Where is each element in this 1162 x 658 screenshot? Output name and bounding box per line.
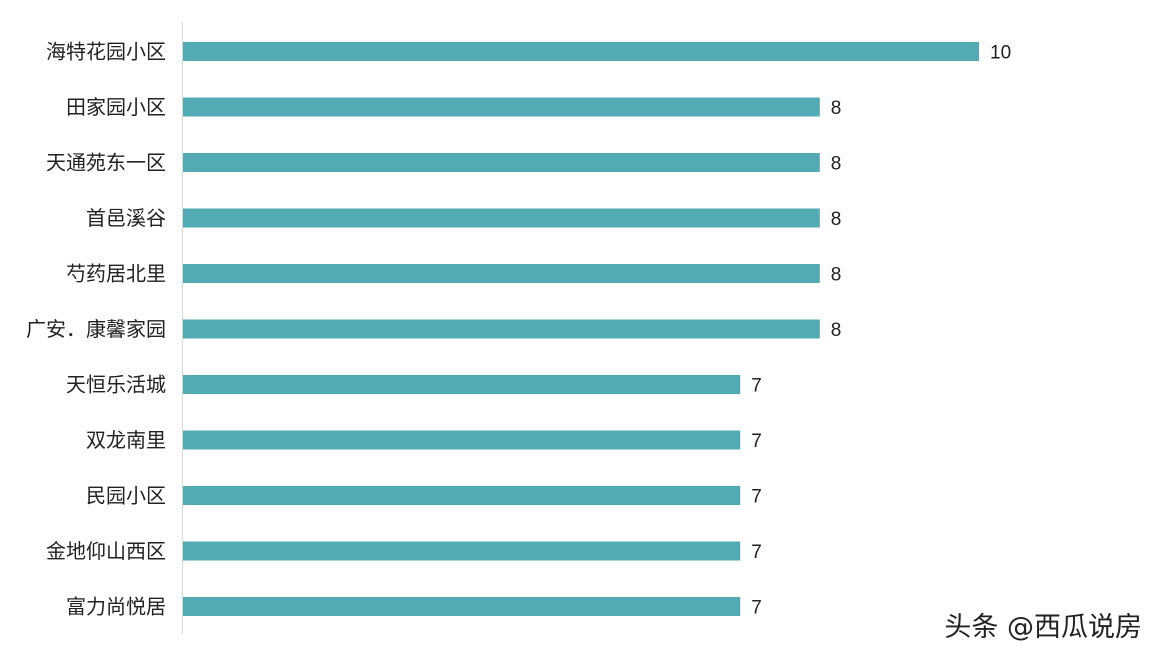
chart-marks: 海特花园小区 10 田家园小区 8 天通苑东一区 8 首邑溪谷 8 芍药居北里 8 广安．康馨家园 8… <box>26 40 1011 619</box>
category-label: 芍药居北里 <box>66 262 166 286</box>
category-label: 天恒乐活城 <box>66 373 166 397</box>
bar <box>183 97 820 117</box>
category-label: 首邑溪谷 <box>86 206 166 230</box>
category-label: 富力尚悦居 <box>66 595 166 619</box>
data-label: 8 <box>831 154 842 175</box>
bar <box>183 319 820 339</box>
data-label: 7 <box>751 487 762 508</box>
bar <box>183 208 820 228</box>
data-label: 8 <box>831 209 842 230</box>
data-label: 8 <box>831 265 842 286</box>
bar <box>183 541 741 561</box>
category-label: 田家园小区 <box>66 95 166 119</box>
bar <box>183 375 741 394</box>
bar <box>183 264 820 283</box>
data-label: 7 <box>751 598 762 619</box>
data-label: 7 <box>751 431 762 452</box>
category-label: 广安．康馨家园 <box>26 317 166 341</box>
bar <box>183 486 741 505</box>
data-label: 7 <box>751 542 762 563</box>
data-label: 7 <box>751 376 762 397</box>
category-label: 天通苑东一区 <box>46 151 166 175</box>
bar <box>183 430 741 450</box>
data-label: 8 <box>831 320 842 341</box>
category-label: 双龙南里 <box>86 428 166 452</box>
bar <box>183 42 979 61</box>
watermark-text: 头条 @西瓜说房 <box>944 612 1142 643</box>
data-label: 8 <box>831 98 842 119</box>
category-label: 海特花园小区 <box>46 40 166 64</box>
bar <box>183 153 820 172</box>
category-label: 民园小区 <box>86 484 166 508</box>
bar <box>183 597 741 616</box>
category-label: 金地仰山西区 <box>46 539 166 563</box>
data-label: 10 <box>990 43 1011 64</box>
